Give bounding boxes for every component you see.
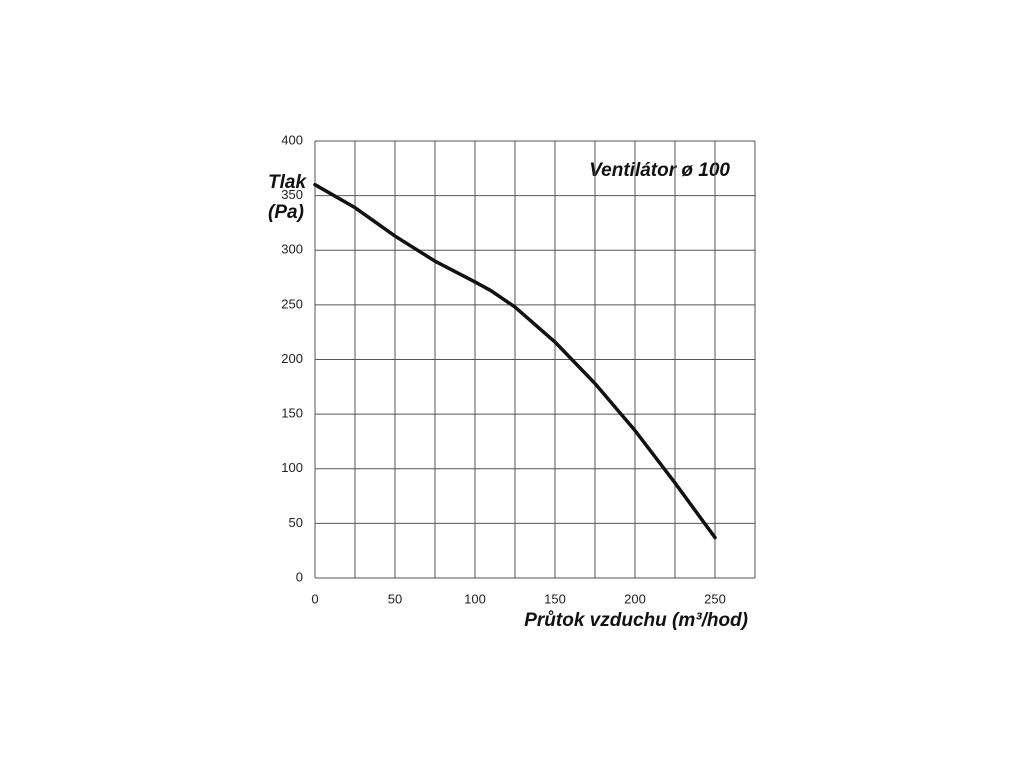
curve [313,182,717,540]
y-tick-label: 100 [281,460,303,475]
x-tick-label: 100 [464,591,486,606]
y-tick-label: 250 [281,296,303,311]
y-tick-label: 200 [281,351,303,366]
y-tick-label: 300 [281,242,303,257]
x-tick-label: 0 [311,591,318,606]
x-tick-label: 250 [704,591,726,606]
y-axis-label: (Pa) [268,202,304,223]
y-tick-label: 400 [281,132,303,147]
annotation: Ventilátor ø 100 [589,160,730,181]
y-tick-label: 50 [289,515,303,530]
x-tick-label: 50 [388,591,402,606]
x-tick-label: 200 [624,591,646,606]
x-axis-label: Průtok vzduchu (m³/hod) [524,610,748,631]
y-tick-label: 0 [296,569,303,584]
y-tick-label: 350 [281,187,303,202]
y-tick-label: 150 [281,406,303,421]
x-tick-label: 150 [544,591,566,606]
y-axis-label: Tlak [268,172,307,193]
